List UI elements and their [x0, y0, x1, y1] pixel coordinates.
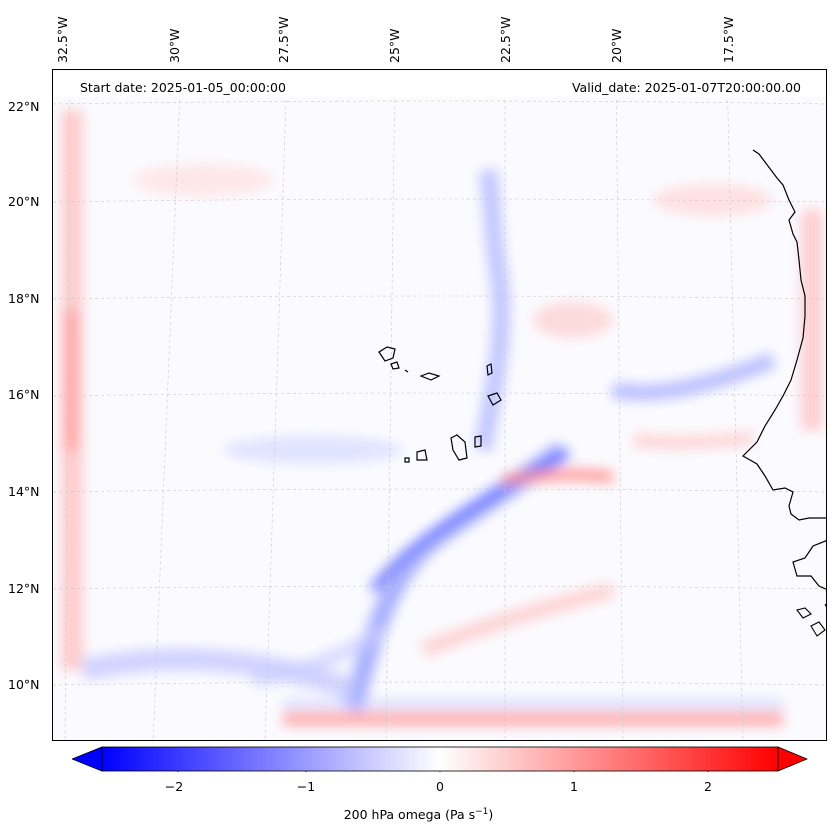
colorbar-tick-2: 2 [704, 779, 712, 794]
lon-label-27-5w: 27.5°W [276, 16, 291, 63]
map-panel: Start date: 2025-01-05_00:00:00 Valid_da… [52, 69, 827, 741]
lon-label-25w: 25°W [387, 28, 402, 63]
central-positive-patch [533, 302, 613, 338]
colorbar-tick-1: 1 [570, 779, 578, 794]
lon-label-20w: 20°W [609, 28, 624, 63]
lat-label-22n: 22°N [8, 99, 40, 114]
sao-nicolau [419, 372, 441, 381]
lon-label-32-5w: 32.5°W [55, 16, 70, 63]
colorbar-tick-neg2: −2 [164, 779, 184, 794]
main-negative-core [369, 447, 571, 594]
southern-positive-band [283, 712, 783, 726]
fogo [416, 449, 428, 461]
cape-verde-islands [378, 346, 502, 463]
colorbar-ticks [177, 771, 709, 772]
valid-date-label: Valid_date: 2025-01-07T20:00:00.00 [571, 80, 801, 95]
bissagos-islands [796, 603, 826, 637]
mid-negative-patch [223, 436, 403, 464]
omega-contours [61, 110, 823, 726]
colorbar-right-extend [777, 746, 808, 772]
santiago [450, 434, 468, 461]
santa-luzia [404, 369, 409, 373]
lon-label-17-5w: 17.5°W [721, 16, 736, 63]
colorbar-tick-neg1: −1 [296, 779, 316, 794]
lon-label-22-5w: 22.5°W [498, 16, 513, 63]
lower-left-negative-band [80, 648, 357, 701]
maio [474, 435, 482, 448]
lon-label-30w: 30°W [167, 28, 182, 63]
colorbar-label-exponent: −1 [475, 807, 489, 817]
africa-coastline [742, 149, 826, 521]
western-edge-core [65, 310, 77, 450]
northern-negative-streak [474, 168, 511, 452]
lat-label-12n: 12°N [8, 581, 40, 596]
lat-label-20n: 20°N [8, 194, 40, 209]
brava [404, 457, 410, 463]
nw-positive-patch [133, 164, 273, 196]
omega-field-map [53, 70, 826, 740]
sao-vicente [390, 361, 400, 370]
start-date-label: Start date: 2025-01-05_00:00:00 [80, 80, 286, 95]
southern-negative-band [283, 700, 783, 708]
sw-diagonal-negative [251, 624, 387, 687]
date-header: Start date: 2025-01-05_00:00:00 Valid_da… [54, 71, 826, 97]
boa-vista [487, 392, 502, 406]
guinea-bissau-coast [792, 540, 826, 590]
lat-label-14n: 14°N [8, 484, 40, 499]
colorbar-label-text: 200 hPa omega (Pa s [343, 807, 476, 823]
colorbar [72, 746, 808, 772]
northeast-negative-streak [611, 352, 776, 401]
lat-label-18n: 18°N [8, 291, 40, 306]
sal [486, 363, 493, 376]
santo-antao [378, 346, 396, 362]
positive-patches-south [420, 582, 615, 658]
colorbar-body [101, 746, 779, 772]
positive-patches-east [632, 431, 754, 450]
colorbar-label-close: ) [488, 807, 494, 823]
eastern-edge-positive-band [801, 210, 823, 430]
positive-streak-14n [502, 468, 615, 486]
graticule [53, 70, 826, 740]
colorbar-left-extend [72, 746, 103, 772]
lat-label-16n: 16°N [8, 387, 40, 402]
colorbar-label: 200 hPa omega (Pa s−1) [0, 807, 837, 822]
ne-positive-patch [653, 184, 773, 216]
lat-label-10n: 10°N [8, 677, 40, 692]
colorbar-tick-0: 0 [436, 779, 444, 794]
